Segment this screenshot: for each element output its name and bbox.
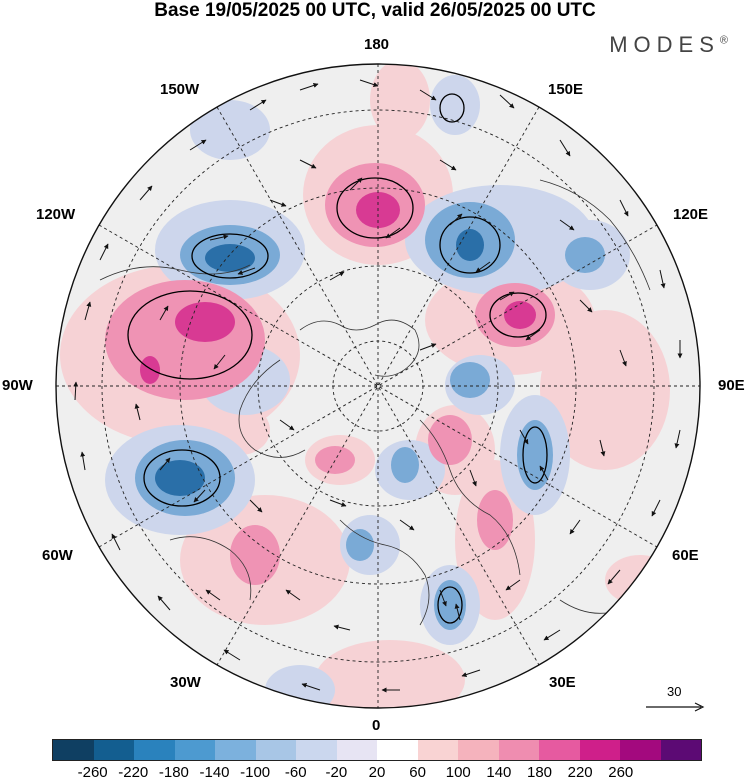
colorbar-swatch bbox=[93, 740, 134, 760]
map-boundary bbox=[55, 63, 701, 709]
colorbar-tick-label: -180 bbox=[158, 764, 189, 781]
colorbar-tick-label: 60 bbox=[409, 764, 426, 781]
colorbar-swatch bbox=[660, 740, 701, 760]
colorbar-swatch bbox=[417, 740, 458, 760]
lon-label-0: 0 bbox=[372, 717, 381, 734]
reference-arrow-icon bbox=[646, 702, 705, 712]
lon-label-120e: 120E bbox=[673, 206, 709, 223]
strong-negative-areas bbox=[155, 229, 484, 496]
colorbar-swatch bbox=[458, 740, 499, 760]
colorbar-swatch bbox=[215, 740, 256, 760]
lon-label-90e: 90E bbox=[718, 377, 745, 394]
colorbar-tick-label: -20 bbox=[325, 764, 348, 781]
colorbar-swatch bbox=[377, 740, 418, 760]
colorbar-tick-label: -60 bbox=[284, 764, 307, 781]
colorbar-swatch bbox=[620, 740, 661, 760]
colorbar bbox=[52, 739, 702, 761]
colorbar-tick-label: 100 bbox=[445, 764, 471, 781]
colorbar-swatch bbox=[296, 740, 337, 760]
lon-label-60e: 60E bbox=[672, 547, 699, 564]
lon-label-30e: 30E bbox=[549, 674, 576, 691]
graticule bbox=[56, 64, 700, 708]
lon-label-150w: 150W bbox=[160, 81, 200, 98]
colorbar-swatch bbox=[134, 740, 175, 760]
lon-label-90w: 90W bbox=[2, 377, 33, 394]
lon-label-180: 180 bbox=[364, 36, 390, 53]
colorbar-swatch bbox=[174, 740, 215, 760]
colorbar-swatch bbox=[255, 740, 296, 760]
colorbar-tick-label: -260 bbox=[77, 764, 108, 781]
contours bbox=[127, 93, 548, 624]
modes-logo-text: MODES bbox=[609, 32, 720, 57]
colorbar-swatch bbox=[53, 740, 94, 760]
lon-label-150e: 150E bbox=[548, 81, 584, 98]
anomaly-field bbox=[56, 64, 700, 708]
colorbar-tick-label: 140 bbox=[486, 764, 512, 781]
colorbar-swatch bbox=[579, 740, 620, 760]
wind-vectors bbox=[73, 79, 683, 693]
reference-vector: 30 bbox=[645, 684, 705, 720]
colorbar-tick-label: 20 bbox=[368, 764, 386, 781]
colorbar-tick-label: -100 bbox=[240, 764, 271, 781]
modes-logo: MODES® bbox=[609, 32, 728, 58]
registered-mark: ® bbox=[719, 34, 728, 47]
reference-vector-label: 30 bbox=[667, 684, 682, 699]
lon-label-60w: 60W bbox=[42, 547, 73, 564]
colorbar-tick-label: -220 bbox=[118, 764, 149, 781]
lon-label-120w: 120W bbox=[36, 206, 76, 223]
colorbar-ticks: -260 -220 -180 -140 -100 -60 -20 20 60 100 140 180 2… bbox=[0, 764, 750, 782]
colorbar-tick-label: 220 bbox=[567, 764, 593, 781]
colorbar-swatch bbox=[498, 740, 539, 760]
lon-label-30w: 30W bbox=[170, 674, 201, 691]
colorbar-tick-label: 180 bbox=[526, 764, 553, 781]
colorbar-tick-label: 260 bbox=[608, 764, 634, 781]
colorbar-swatch bbox=[539, 740, 580, 760]
map-title: Base 19/05/2025 00 UTC, valid 26/05/2025… bbox=[154, 0, 596, 21]
colorbar-tick-label: -140 bbox=[199, 764, 230, 781]
colorbar-swatch bbox=[336, 740, 377, 760]
